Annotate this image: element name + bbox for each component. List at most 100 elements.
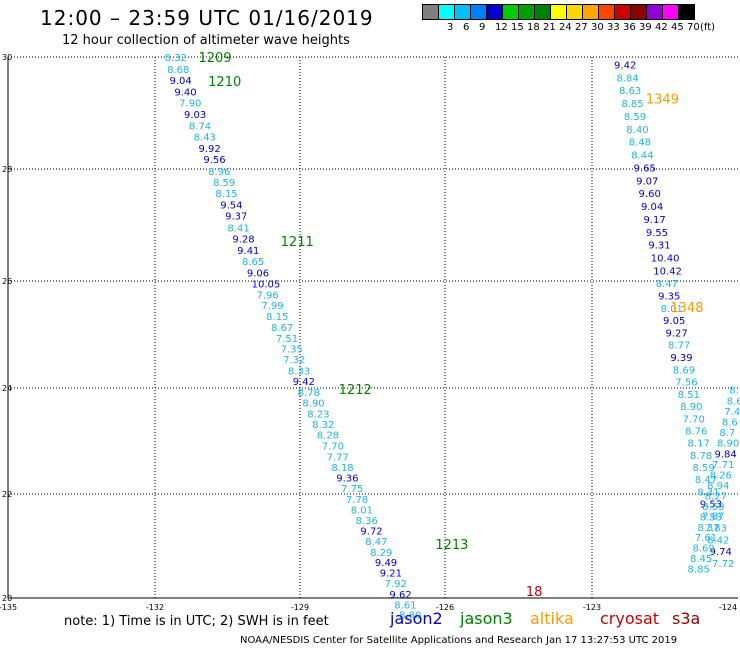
swh-value: 8.74 [189,121,211,132]
legend-tick-label: 45 [671,22,684,33]
x-tick-label: -123 [583,603,601,612]
swh-value: 8.53 [700,512,722,523]
swh-value: 8.01 [351,506,373,517]
track-number-label: 1209 [199,51,232,66]
color-legend [422,4,695,20]
satellite-legend-item: cryosat [600,609,660,628]
swh-value: 9.60 [639,189,661,200]
swh-value: 8.27 [705,492,727,503]
swh-value: 7.70 [683,414,705,425]
swh-value: 8.69 [673,365,695,376]
swh-value: 8.90 [717,439,739,450]
swh-value: 8.68 [167,65,189,76]
swh-value: 8.45 [690,554,712,565]
legend-tick-label: 3 [447,22,454,33]
x-tick-label: -124 [719,603,737,612]
satellite-legend-item: jason2 [390,609,443,628]
swh-value: 8.29 [370,548,392,559]
x-tick-label: -135 [0,603,17,612]
swh-value: 9.03 [184,110,206,121]
swh-value: 8.17 [688,439,710,450]
swh-value: 8.7 [719,428,735,439]
swh-value: 8.42 [707,535,729,546]
swh-value: 8.65 [242,257,264,268]
swh-value: 8.80 [399,611,421,622]
swh-value: 7.92 [385,579,407,590]
swh-value: 7.61 [695,533,717,544]
swh-value: 8.47 [656,279,678,290]
swh-value: 7.77 [327,452,349,463]
swh-value: 10.05 [252,280,281,291]
legend-swatch [678,4,695,20]
x-tick-label: -129 [291,603,309,612]
swh-value: 8.59 [624,112,646,123]
swh-value: 10.42 [653,266,682,277]
legend-tick-label: 30 [591,22,604,33]
swh-value: 9.42 [293,377,315,388]
swh-value: 8.69 [692,544,714,555]
swh-value: 8.59 [702,502,724,513]
x-tick-label: -132 [146,603,164,612]
x-tick-label: -126 [436,603,454,612]
swh-value: 8.59 [213,178,235,189]
swh-value: 9.17 [643,215,665,226]
swh-value: 7.71 [712,460,734,471]
y-tick-label: 20 [2,594,12,603]
track-number-label: 1210 [208,75,241,90]
swh-value: 8.43 [194,133,216,144]
swh-value: 9.39 [670,353,692,364]
swh-value: 9.72 [360,526,382,537]
swh-value: 8.28 [317,431,339,442]
swh-value: 9.06 [247,269,269,280]
swh-value: 8.44 [631,151,653,162]
swh-value: 9.27 [666,328,688,339]
legend-tick-label: 42 [655,22,668,33]
legend-tick-label: 33 [607,22,620,33]
swh-value: 9.40 [174,87,196,98]
y-tick-label: 22 [2,490,12,499]
legend-tick-label: 70 [687,22,700,33]
track-number-label: 1213 [435,538,468,553]
swh-value: 8.36 [356,516,378,527]
swh-value: 7.87 [702,511,724,522]
swh-value: 9.35 [658,292,680,303]
swh-value: 8.26 [710,470,732,481]
page-subtitle: 12 hour collection of altimeter wave hei… [62,33,350,48]
satellite-legend-item: s3a [672,609,701,628]
swh-value: 8.40 [626,125,648,136]
swh-value: 9.54 [220,200,242,211]
swh-value: 9.07 [636,176,658,187]
swh-value: 8.67 [271,323,293,334]
swh-value: 7.70 [322,441,344,452]
swh-value: 8.90 [680,402,702,413]
swh-value: 8.78 [690,451,712,462]
swh-value: 9.41 [237,246,259,257]
swh-value: 7.32 [283,355,305,366]
swh-value: 8.33 [288,366,310,377]
swh-value: 8.48 [629,138,651,149]
swh-value: 9.49 [375,558,397,569]
swh-value: 7.96 [257,290,279,301]
swh-value: 8.51 [678,390,700,401]
swh-value: 8.61 [394,600,416,611]
page-title: 12:00 – 23:59 UTC 01/16/2019 [40,6,374,30]
track-number-label: 18 [526,585,543,600]
swh-value: 8.6 [722,417,738,428]
swh-value: 8.01 [661,304,683,315]
swh-value: 8.96 [208,167,230,178]
swh-value: 8.59 [692,463,714,474]
swh-value: 8.32 [312,420,334,431]
swh-value: 9.84 [715,449,737,460]
swh-value: 9.92 [199,144,221,155]
legend-tick-label: 12 [495,22,508,33]
swh-value: 8.18 [331,463,353,474]
swh-value: 8.31 [697,487,719,498]
swh-value: 7.4 [724,407,740,418]
swh-value: 8.77 [668,341,690,352]
satellite-legend-item: jason3 [460,609,513,628]
swh-value: 9.42 [614,60,636,71]
legend-tick-label: 6 [463,22,470,33]
track-number-label: 1348 [670,301,703,316]
footer-credit: NOAA/NESDIS Center for Satellite Applica… [240,635,678,646]
legend-tick-label: 9 [479,22,486,33]
